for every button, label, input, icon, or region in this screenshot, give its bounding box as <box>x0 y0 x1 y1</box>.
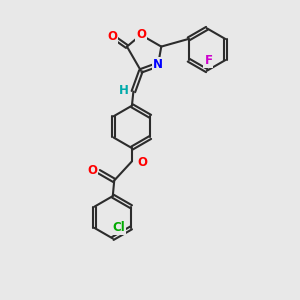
Text: H: H <box>119 84 129 97</box>
Text: O: O <box>107 30 118 43</box>
Text: N: N <box>153 58 163 71</box>
Text: O: O <box>137 156 147 169</box>
Text: O: O <box>88 164 98 177</box>
Text: O: O <box>136 28 146 41</box>
Text: Cl: Cl <box>112 221 125 234</box>
Text: F: F <box>204 54 212 67</box>
